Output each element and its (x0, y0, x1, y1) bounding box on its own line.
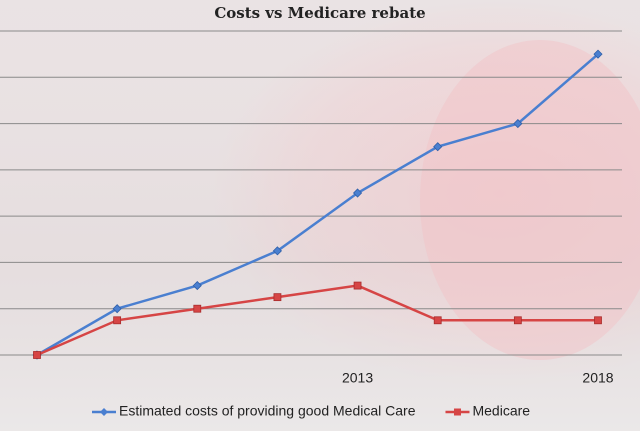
marker (113, 316, 122, 325)
marker (112, 304, 122, 314)
marker (353, 188, 363, 198)
legend-label: Medicare (472, 403, 530, 419)
marker (593, 49, 603, 59)
marker (33, 351, 41, 359)
marker (353, 281, 362, 290)
x-tick-label: 2018 (582, 370, 613, 386)
legend-marker (100, 408, 108, 416)
marker (192, 281, 202, 291)
marker (193, 304, 202, 313)
marker (513, 119, 523, 129)
background-shape (420, 40, 640, 360)
legend-label: Estimated costs of providing good Medica… (119, 403, 416, 419)
marker (433, 316, 442, 325)
marker (513, 316, 522, 325)
chart-title: Costs vs Medicare rebate (214, 4, 425, 22)
marker (272, 246, 282, 256)
legend-marker (453, 408, 461, 416)
marker (594, 316, 602, 325)
marker (433, 142, 443, 152)
series-line (36, 284, 598, 357)
marker (273, 293, 282, 302)
x-tick-label: 2013 (342, 370, 373, 386)
series-line (36, 53, 599, 357)
